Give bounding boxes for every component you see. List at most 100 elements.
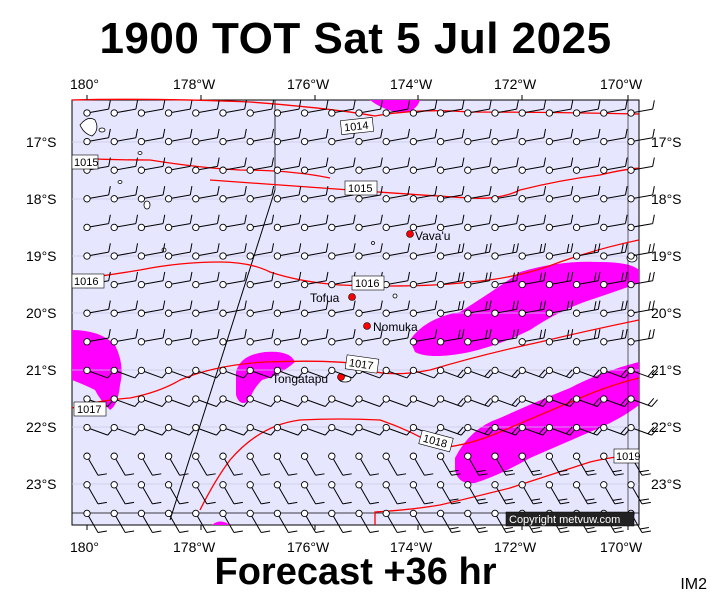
wind-barb-icon <box>409 395 441 407</box>
wind-barb-icon <box>300 300 329 317</box>
wind-barb-icon <box>436 452 461 476</box>
wind-barb-icon <box>491 271 519 289</box>
wind-barb-icon <box>273 300 302 317</box>
wind-barb-icon <box>300 481 325 505</box>
wind-barb-icon <box>192 509 216 533</box>
wind-barb-icon <box>192 243 220 260</box>
wind-barb-icon <box>436 214 465 232</box>
wind-barb-icon <box>246 157 275 174</box>
isobar-label-1019: 1019 <box>613 448 640 464</box>
wind-barb-icon <box>382 481 407 505</box>
svg-text:1016: 1016 <box>355 278 379 290</box>
wind-barb-icon <box>83 509 107 533</box>
wind-barb-icon <box>137 509 162 533</box>
isobar-label-1018: 1018 <box>418 429 454 453</box>
wind-barb-icon <box>355 300 383 317</box>
wind-barb-icon <box>382 366 414 379</box>
wind-barb-icon <box>83 100 111 117</box>
wind-barb-icon <box>382 300 411 317</box>
wind-barb-icon <box>491 157 519 174</box>
wind-barb-icon <box>627 481 651 505</box>
wind-barb-icon <box>164 452 189 476</box>
lat-label: 20°S <box>651 305 682 321</box>
wind-barb-icon <box>246 186 275 203</box>
wind-barb-icon <box>491 481 515 505</box>
wind-barb-icon <box>518 481 543 505</box>
wind-barb-icon <box>328 329 356 346</box>
wind-barb-icon <box>572 100 601 117</box>
isobar-label-1016-b: 1016 <box>351 275 385 291</box>
wind-barb-icon <box>464 271 492 289</box>
wind-barb-icon <box>300 243 329 260</box>
wind-barb-icon <box>545 214 574 232</box>
wind-barb-icon <box>110 481 135 505</box>
svg-text:1014: 1014 <box>344 120 370 134</box>
wind-barb-icon <box>600 186 628 203</box>
wind-barb-icon <box>137 214 166 232</box>
wind-barb-icon <box>83 329 111 346</box>
wind-barb-icon <box>355 186 383 203</box>
wind-barb-icon <box>246 329 275 346</box>
wind-barb-icon <box>192 481 216 505</box>
lat-labels-right: 17°S 18°S 19°S 20°S 21°S 22°S 23°S <box>651 134 682 492</box>
wind-barb-icon <box>110 128 139 146</box>
wind-barb-icon <box>328 157 356 174</box>
wind-barb-icon <box>600 214 628 232</box>
wind-barb-icon <box>572 128 601 146</box>
wind-barb-icon <box>83 366 114 379</box>
place-dot-vavau <box>406 230 414 238</box>
wind-barb-icon <box>137 452 162 476</box>
wind-barb-icon <box>328 214 356 232</box>
lon-label: 178°W <box>173 539 216 555</box>
wind-barb-icon <box>491 423 522 436</box>
wind-barb-icon <box>83 186 111 203</box>
wind-barb-icon <box>518 186 547 203</box>
wind-barb-icon <box>572 271 601 289</box>
wind-barb-icon <box>382 329 411 346</box>
island-small-6 <box>392 293 398 299</box>
wind-barb-icon <box>627 271 655 289</box>
wind-barb-icon <box>110 100 139 117</box>
wind-barb-icon <box>192 452 216 476</box>
wind-barb-icon <box>464 395 495 407</box>
svg-text:1015: 1015 <box>74 157 98 169</box>
wind-barb-icon <box>600 452 624 476</box>
wind-barb-icon <box>464 300 492 317</box>
wind-barb-icon <box>192 157 220 174</box>
rain-area-northeast <box>410 261 639 356</box>
wind-barb-icon <box>192 100 220 117</box>
wind-barb-icon <box>219 243 247 260</box>
wind-barb-icon <box>409 300 438 317</box>
wind-barb-icon <box>192 300 220 317</box>
lat-label: 18°S <box>651 191 682 207</box>
island-small-1 <box>98 127 106 133</box>
isobar-1016-a <box>71 261 341 286</box>
lon-label: 176°W <box>287 539 330 555</box>
island-fiji <box>79 117 98 137</box>
wind-barb-icon <box>273 157 302 174</box>
wind-barb-icon <box>572 157 601 174</box>
wind-barb-icon <box>436 128 465 146</box>
isobar-label-1014: 1014 <box>340 117 374 135</box>
rain-area-tonga <box>236 351 295 404</box>
lat-label: 22°S <box>651 419 682 435</box>
wind-barb-icon <box>600 271 628 289</box>
lat-label: 19°S <box>26 248 57 264</box>
wind-barb-icon <box>246 300 275 317</box>
wind-barb-icon <box>518 128 547 146</box>
wind-barb-icon <box>328 509 352 533</box>
wind-barb-icon <box>491 100 519 117</box>
wind-barb-icon <box>600 157 628 174</box>
wind-barb-icon <box>572 186 601 203</box>
isobar-labels: 1014 1015 1015 1016 1016 1017 1017 1018 … <box>71 117 640 464</box>
wind-barb-icon <box>518 329 547 346</box>
wind-barb-icon <box>627 423 658 436</box>
wind-barb-icon <box>627 395 658 407</box>
wind-barb-icon <box>464 509 488 533</box>
wind-barb-icon <box>137 100 166 117</box>
wind-barb-icon <box>518 366 550 379</box>
lon-label: 170°W <box>600 539 643 555</box>
island-small-4 <box>117 180 123 184</box>
wind-barb-icon <box>164 157 193 174</box>
wind-barb-icon <box>219 271 247 289</box>
